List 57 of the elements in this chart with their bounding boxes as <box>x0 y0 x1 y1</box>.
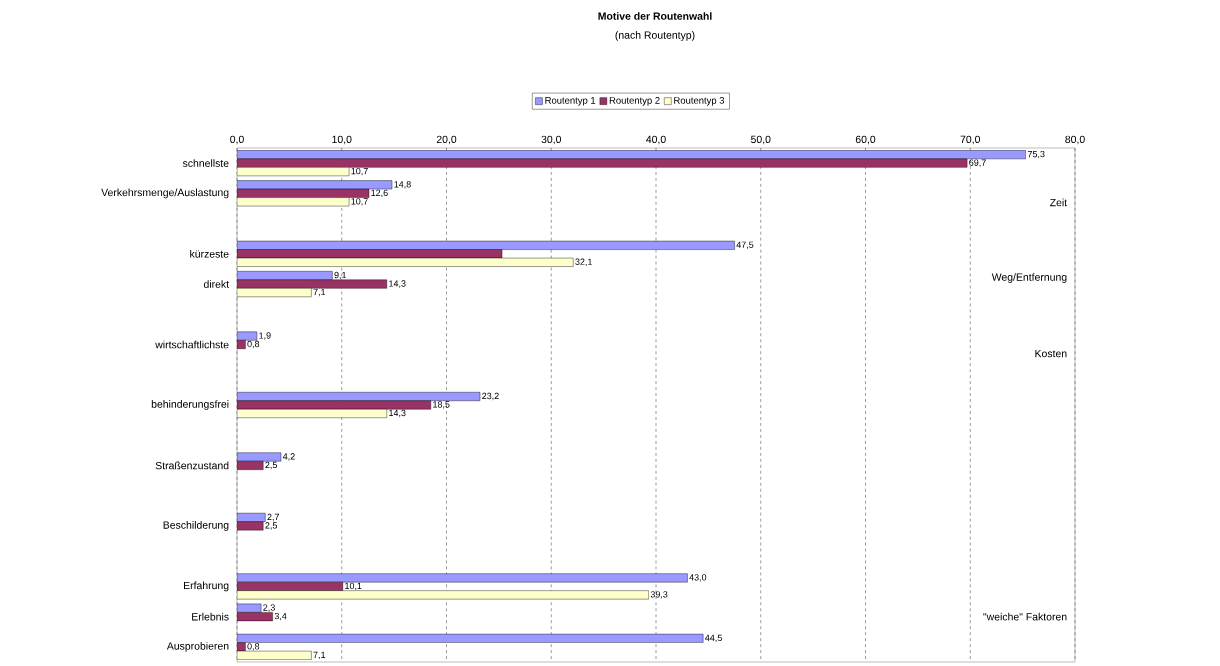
data-label: 2,5 <box>265 522 277 530</box>
y-tick-label: Ausprobieren <box>166 642 229 652</box>
data-label: 0,8 <box>247 643 260 651</box>
annotation: Weg/Entfernung <box>991 273 1067 283</box>
x-tick-label: 60,0 <box>855 135 876 145</box>
x-tick-label: 20,0 <box>436 135 457 145</box>
data-label: 7,1 <box>313 651 326 660</box>
data-label: 2,7 <box>267 513 279 522</box>
legend-label: Routentyp 1 <box>545 97 596 106</box>
data-label: 43,0 <box>689 574 707 582</box>
legend-label: Routentyp 3 <box>674 97 725 106</box>
y-tick-label: Erfahrung <box>183 581 229 592</box>
y-tick-label: Verkehrsmenge/Auslastung <box>101 188 229 199</box>
data-label: 10,1 <box>345 582 362 591</box>
data-label: 2,3 <box>263 604 275 612</box>
x-tick-label: 80,0 <box>1065 135 1085 145</box>
annotation: Zeit <box>1050 198 1068 207</box>
data-label: 9,1 <box>334 271 347 280</box>
y-tick-label: kürzeste <box>190 249 229 258</box>
data-label: 23,2 <box>482 392 499 401</box>
data-label: 44,5 <box>705 634 722 643</box>
chart-subtitle: (nach Routentyp) <box>615 31 695 41</box>
x-tick-label: 0,0 <box>230 135 244 145</box>
y-tick-label: behinderungsfrei <box>151 400 229 410</box>
data-label: 14,8 <box>394 181 411 189</box>
legend-label: Routentyp 2 <box>609 97 660 106</box>
annotation: "weiche" Faktoren <box>983 612 1067 621</box>
annotation: Kosten <box>1035 349 1067 358</box>
data-label: 10,7 <box>351 198 368 206</box>
y-tick-label: direkt <box>203 280 229 288</box>
y-tick-label: wirtschaftlichste <box>155 340 229 349</box>
data-label: 18,5 <box>433 401 450 409</box>
data-label: 32,1 <box>575 258 592 267</box>
x-tick-label: 70,0 <box>960 135 981 145</box>
x-tick-label: 10,0 <box>332 135 352 145</box>
data-label: 12,6 <box>371 189 388 198</box>
x-tick-label: 40,0 <box>646 135 666 145</box>
y-tick-label: schnellste <box>182 159 229 167</box>
data-label: 4,2 <box>282 453 295 461</box>
data-label: 39,3 <box>650 591 668 599</box>
data-label: 75,3 <box>1027 150 1045 159</box>
data-label: 0,8 <box>247 340 260 349</box>
y-tick-label: Erlebnis <box>192 612 229 621</box>
chart-title: Motive der Routenwahl <box>598 12 712 20</box>
x-tick-label: 30,0 <box>541 135 562 145</box>
x-tick-label: 50,0 <box>751 135 771 145</box>
data-label: 7,1 <box>313 288 326 297</box>
data-label: 14,3 <box>389 280 406 288</box>
data-label: 3,4 <box>274 612 287 621</box>
data-label: 10,7 <box>351 167 368 176</box>
data-label: 14,3 <box>389 409 406 418</box>
data-label: 2,5 <box>265 461 277 470</box>
data-label: 69,7 <box>969 159 986 167</box>
data-label: 47,5 <box>736 241 754 249</box>
y-tick-label: Straßenzustand <box>155 461 229 470</box>
data-label: 1,9 <box>259 332 271 340</box>
y-tick-label: Beschilderung <box>163 521 229 531</box>
